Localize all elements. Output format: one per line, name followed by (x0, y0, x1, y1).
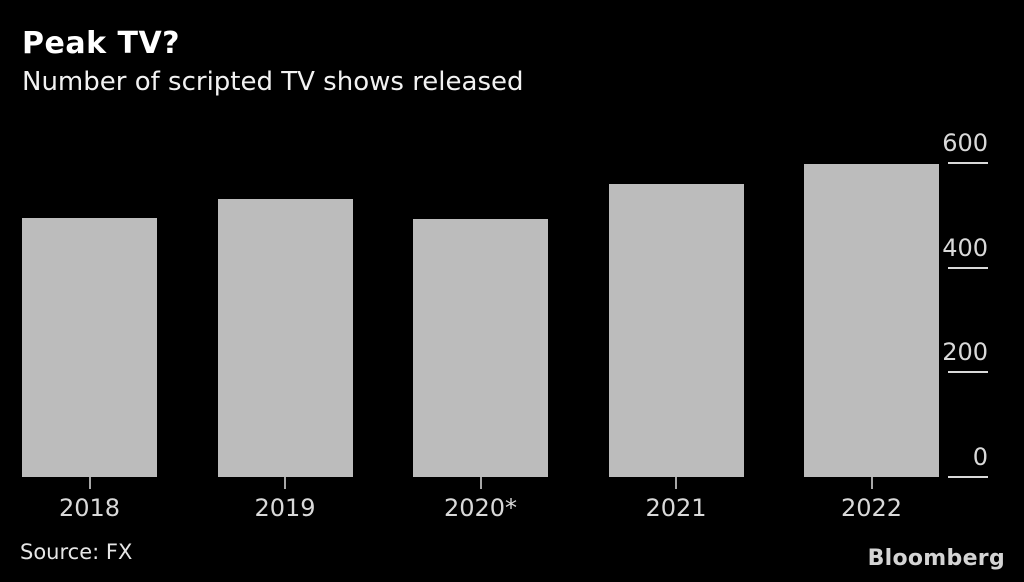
bar-2022 (804, 163, 939, 477)
y-axis-tick-line (948, 476, 988, 478)
bar-2018 (22, 217, 157, 477)
y-axis-tick-line (948, 266, 988, 269)
x-axis-tick (870, 477, 873, 489)
x-axis-tick (88, 477, 91, 489)
x-axis-tick (479, 477, 482, 489)
y-tick-label: 600 (942, 129, 988, 157)
bar-2019 (217, 198, 353, 477)
x-axis-tick (284, 477, 286, 489)
y-axis-tick-line (948, 371, 988, 374)
y-axis-tick-line (948, 162, 988, 164)
x-tick-label: 2020* (443, 494, 518, 522)
chart-title: Peak TV? (22, 26, 181, 61)
bar-2021 (608, 184, 744, 477)
bar-2020* (413, 218, 548, 477)
x-axis-tick (675, 477, 677, 489)
x-tick-label: 2018 (58, 494, 121, 522)
y-tick-label: 0 (972, 443, 988, 471)
y-tick-label: 200 (942, 338, 988, 367)
x-tick-label: 2021 (645, 494, 707, 522)
x-tick-label: 2019 (254, 494, 316, 522)
bloomberg-logo: Bloomberg (867, 546, 1005, 571)
y-tick-label: 400 (942, 233, 988, 262)
x-tick-label: 2022 (840, 494, 903, 522)
source-note: Source: FX (20, 540, 133, 564)
chart-subtitle: Number of scripted TV shows released (22, 67, 524, 97)
